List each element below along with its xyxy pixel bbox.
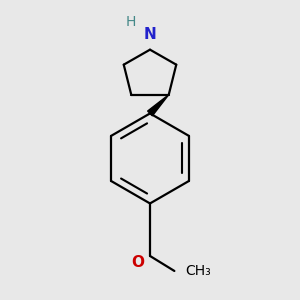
Text: H: H xyxy=(126,15,136,29)
Text: O: O xyxy=(131,255,144,270)
Text: N: N xyxy=(144,27,156,42)
Polygon shape xyxy=(148,95,169,116)
Text: CH₃: CH₃ xyxy=(186,264,211,278)
